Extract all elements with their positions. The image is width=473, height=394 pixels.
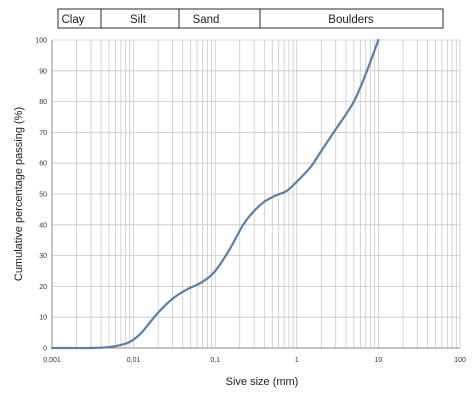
y-tick-label: 40 — [39, 222, 47, 229]
y-tick-label: 100 — [35, 38, 47, 45]
grading-curve — [50, 38, 380, 350]
y-tick-label: 90 — [39, 68, 47, 75]
soil-class-band: Clay Silt Sand Boulders — [57, 8, 444, 29]
grid — [51, 39, 461, 349]
y-tick-label: 0 — [43, 346, 47, 353]
y-tick-label: 80 — [39, 99, 47, 106]
y-tick-label: 10 — [39, 315, 47, 322]
y-tick-label: 70 — [39, 130, 47, 137]
series — [50, 38, 380, 350]
tick-labels: 0,001 0,01 0,1 1 10 100 0 10 20 30 40 50 60 70 80 90 100 — [35, 38, 466, 365]
x-tick-label: 100 — [454, 357, 466, 364]
y-tick-label: 20 — [39, 284, 47, 291]
y-tick-label: 30 — [39, 253, 47, 260]
axes — [51, 40, 460, 349]
soil-class-cell — [178, 8, 261, 29]
soil-class-label: Boulders — [328, 14, 374, 26]
soil-class-cell — [259, 8, 444, 29]
x-tick-label: 0,1 — [210, 357, 220, 364]
y-tick-label: 50 — [39, 192, 47, 199]
soil-class-label: Sand — [193, 14, 220, 26]
x-tick-label: 1 — [295, 357, 299, 364]
soil-class-label: Clay — [61, 14, 84, 26]
x-tick-label: 10 — [375, 357, 383, 364]
y-tick-label: 60 — [39, 161, 47, 168]
y-axis-title: Cumulative percentage passing (%) — [13, 107, 25, 281]
x-tick-label: 0,01 — [127, 357, 141, 364]
x-axis-title: Sive size (mm) — [226, 376, 299, 388]
x-tick-label: 0,001 — [43, 357, 61, 364]
soil-class-label: Silt — [130, 14, 147, 26]
